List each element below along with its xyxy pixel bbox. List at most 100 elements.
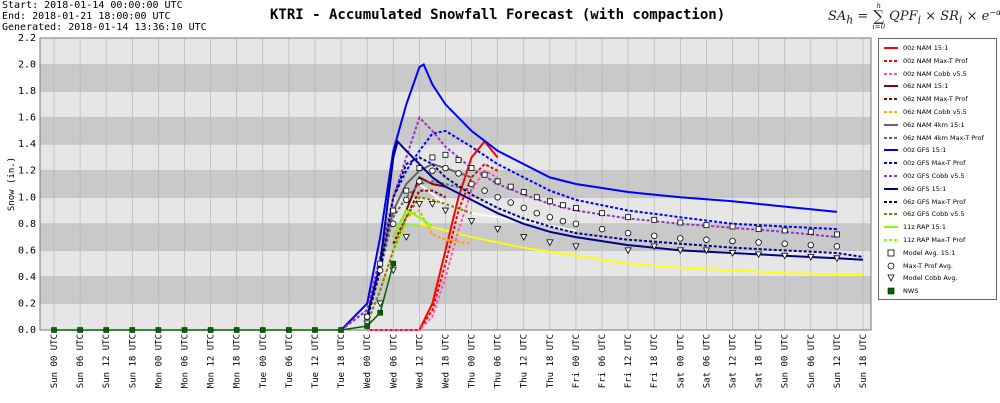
point-maxt-avg [429,167,436,174]
legend-item: 00z GFS Cobb v5.5 [883,171,965,181]
point-maxt-avg [442,164,449,172]
point-nws [233,327,240,333]
point-cobb-avg [728,250,737,257]
x-tick-label: Tue 12 UTC [311,334,321,388]
legend-item: 00z GFS 15:1 [883,145,946,155]
point-cobb-avg [676,247,684,255]
legend-marker [887,274,895,283]
point-cobb-avg [546,239,554,247]
legend-label: 00z GFS 15:1 [903,146,947,155]
y-axis-label: Snow (in.) [7,157,17,211]
formula-lhs: SA [828,9,847,24]
formula-exp-pow: −α(h−i) [989,7,1000,17]
legend: 00z NAM 15:1 00z NAM Max-T Prof 00z NAM Co… [878,38,997,300]
point-cobb-avg [520,234,528,241]
point-maxt-avg [559,217,567,225]
plot-border [39,37,872,331]
formula-body-sub: i [917,13,922,27]
formula-sum-bottom: i=0 [872,23,886,31]
legend-swatch-icon [884,123,898,126]
point-cobb-avg [376,300,384,308]
legend-label: NWS [903,287,919,296]
end-time: End: 2018-01-21 18:00:00 UTC [2,11,171,22]
x-tick-label: Sun 06 UTC [807,334,817,388]
y-tick-label: 2.0 [18,60,36,71]
y-tick-label: 1.8 [18,86,36,97]
legend-item: 00z GFS Max-T Prof [883,158,965,168]
point-maxt-avg [363,313,371,320]
point-cobb-avg [702,247,711,255]
x-tick-label: Sat 12 UTC [729,334,739,388]
series-line [340,63,838,331]
legend-item: 00z NAM Cobb v5.5 [883,69,967,79]
legend-swatch-icon [884,213,898,216]
start-time: Start: 2018-01-14 00:00:00 UTC [2,0,183,11]
point-model-avg [377,260,384,267]
x-tick-label: Thu 00 UTC [468,334,478,388]
point-cobb-avg [807,254,815,261]
y-tick-label: 1.2 [18,166,36,177]
point-model-avg [429,154,436,161]
point-cobb-avg [402,234,410,241]
x-tick-label: Sun 00 UTC [781,334,791,388]
formula-body: QPF [889,9,918,24]
grid-band [40,117,871,145]
x-tick-label: Sun 18 UTC [859,334,869,388]
formula-times1: × [925,9,937,24]
legend-swatch-icon [884,200,898,203]
point-model-avg [416,165,423,171]
legend-swatch-icon [887,249,895,257]
legend-label: 06z GFS Max-T Prof [903,197,966,206]
point-cobb-avg [441,207,450,215]
legend-item: 06z GFS Cobb v5.5 [883,209,965,219]
x-tick-label: Sat 18 UTC [755,334,765,388]
point-model-avg [403,187,410,194]
point-maxt-avg [572,220,580,228]
x-tick-label: Thu 12 UTC [520,334,530,388]
point-model-avg [455,157,462,164]
legend-swatch-icon [887,274,895,283]
series-line [366,196,472,324]
legend-label: Model Cobb Avg. [903,274,958,283]
x-tick-label: Fri 18 UTC [650,334,660,388]
legend-label: 00z GFS Max-T Prof [903,159,966,168]
point-maxt-avg [546,213,554,221]
point-cobb-avg [781,252,789,260]
legend-swatch-icon [884,175,898,177]
x-tick-label: Fri 06 UTC [598,334,608,388]
point-maxt-avg [507,199,514,206]
series-line [392,189,446,245]
legend-item: 06z NAM 4km 15:1 [883,120,965,130]
chart-title: KTRI - Accumulated Snowfall Forecast (wi… [270,7,726,23]
point-nws [286,327,292,333]
point-maxt-avg [455,170,462,177]
x-tick-label: Mon 12 UTC [207,334,217,388]
legend-swatch-icon [884,226,898,229]
point-nws [377,309,384,316]
point-nws [155,327,162,333]
y-tick-label: 0.0 [18,325,36,336]
x-tick-label: Wed 00 UTC [363,334,373,388]
series-line [419,222,863,276]
point-model-avg [729,223,736,230]
point-maxt-avg [624,229,632,237]
point-model-avg [481,171,488,178]
formula-lhs-sub: h [846,13,854,27]
legend-swatch-icon [884,47,898,49]
formula-times2: × [966,9,978,24]
x-tick-label: Mon 18 UTC [233,334,243,388]
series-line [366,180,472,320]
x-tick-label: Fri 12 UTC [624,334,634,388]
legend-item: Model Avg. 15:1 [883,248,955,258]
legend-label: Model Avg. 15:1 [903,248,956,257]
legend-item: 06z NAM 4km Max-T Prof [883,133,984,143]
point-nws [103,327,109,333]
point-model-avg [755,226,762,233]
legend-label: 06z NAM 4km Max-T Prof [903,133,984,142]
x-tick-label: Mon 06 UTC [180,334,190,388]
point-maxt-avg [533,209,540,217]
legend-label: 11z RAP 15:1 [903,223,947,232]
legend-label: 06z NAM 4km 15:1 [903,120,965,129]
